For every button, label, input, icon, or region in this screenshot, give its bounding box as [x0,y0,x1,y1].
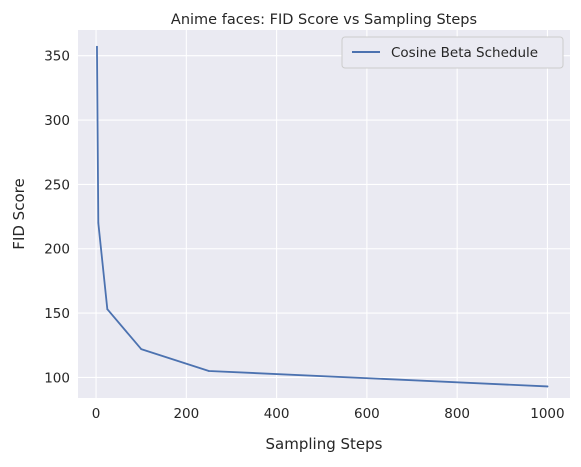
y-tick-label: 300 [44,113,70,129]
x-tick-label: 1000 [530,406,564,422]
data-point [207,370,210,372]
legend-label: Cosine Beta Schedule [391,45,538,61]
y-tick-label: 100 [44,370,70,386]
x-tick-label: 0 [92,406,101,422]
data-point [106,308,109,311]
x-tick-label: 400 [264,406,290,422]
y-tick-label: 250 [44,177,70,193]
y-axis-label: FID Score [10,178,28,249]
chart-title: Anime faces: FID Score vs Sampling Steps [171,12,477,28]
x-axis-label: Sampling Steps [266,435,383,453]
y-tick-label: 200 [44,242,70,258]
data-point [140,348,143,351]
data-point [546,385,549,388]
legend-box [341,36,564,69]
grid-layer [78,30,570,398]
data-point [97,222,100,224]
y-tick-label: 150 [44,306,70,322]
series-line [96,45,549,388]
series-layer [96,45,549,388]
plot-area [78,30,570,398]
x-tick-label: 200 [173,406,199,422]
x-tick-label: 800 [444,406,470,422]
data-point [96,45,98,48]
legend: Cosine Beta Schedule [341,36,564,69]
y-tick-label: 350 [44,49,70,65]
x-tick-label: 600 [354,406,380,422]
tick-layer: 0 200 400 600 800 1000 100 150 200 250 300 350 [44,49,564,422]
